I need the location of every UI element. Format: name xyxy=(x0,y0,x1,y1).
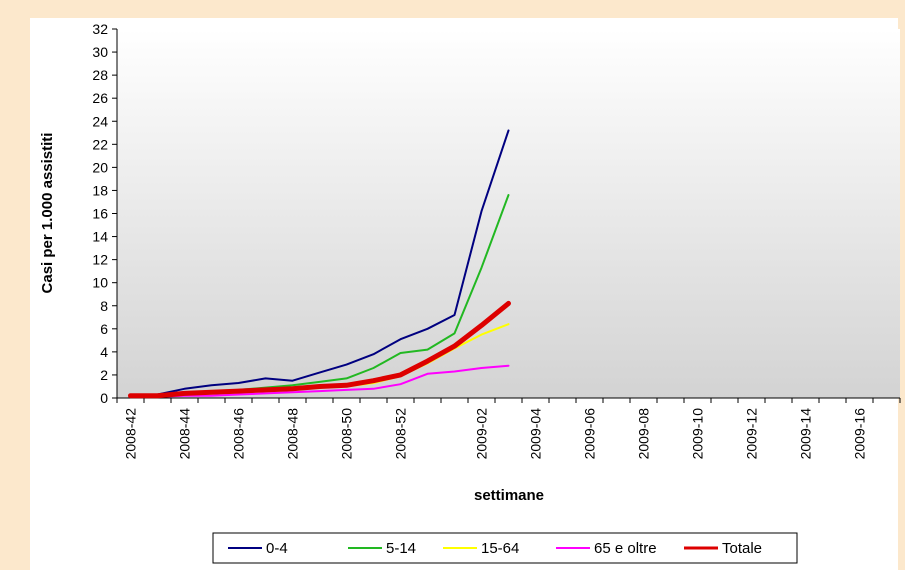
y-tick-label: 16 xyxy=(92,206,108,222)
x-tick-label: 2009-10 xyxy=(690,408,706,460)
x-tick-label: 2008-46 xyxy=(231,408,247,460)
y-tick-label: 8 xyxy=(100,298,108,314)
x-tick-label: 2008-52 xyxy=(393,408,409,460)
legend: 0-4 5-14 15-64 65 e oltre Totale xyxy=(212,532,798,564)
x-tick-label: 2008-42 xyxy=(123,408,139,460)
x-tick-label: 2008-44 xyxy=(177,408,193,460)
legend-label-1: 5-14 xyxy=(386,540,416,557)
y-tick-label: 22 xyxy=(92,136,108,152)
legend-label-2: 15-64 xyxy=(481,540,519,557)
x-tick-label: 2009-04 xyxy=(528,408,544,460)
y-tick-label: 32 xyxy=(92,21,108,37)
x-tick-label: 2009-02 xyxy=(474,408,490,460)
legend-label-3: 65 e oltre xyxy=(594,540,657,557)
x-tick-label: 2009-14 xyxy=(798,408,814,460)
y-tick-label: 4 xyxy=(100,344,108,360)
plot-area xyxy=(117,29,900,398)
y-tick-label: 6 xyxy=(100,321,108,337)
series-line-0 xyxy=(129,129,510,396)
y-axis-title: Casi per 1.000 assistiti xyxy=(39,133,56,294)
legend-label-0: 0-4 xyxy=(266,540,288,557)
x-tick-label: 2009-08 xyxy=(636,408,652,460)
legend-label-4: Totale xyxy=(722,540,762,557)
x-tick-label: 2009-12 xyxy=(744,408,760,460)
y-tick-label: 30 xyxy=(92,44,108,60)
y-tick-label: 14 xyxy=(92,229,108,245)
y-tick-label: 24 xyxy=(92,113,108,129)
y-tick-label: 10 xyxy=(92,275,108,291)
x-tick-label: 2008-50 xyxy=(339,408,355,460)
x-axis-title: settimane xyxy=(474,487,544,504)
y-tick-label: 20 xyxy=(92,159,108,175)
series-lines xyxy=(128,129,511,399)
x-tick-label: 2008-48 xyxy=(285,408,301,460)
series-line-4 xyxy=(128,300,511,399)
y-tick-label: 2 xyxy=(100,367,108,383)
x-tick-label: 2009-16 xyxy=(852,408,868,460)
y-tick-label: 26 xyxy=(92,90,108,106)
series-line-3 xyxy=(129,364,510,398)
y-tick-label: 12 xyxy=(92,252,108,268)
y-tick-label: 0 xyxy=(100,390,108,406)
x-tick-label: 2009-06 xyxy=(582,408,598,460)
y-tick-label: 18 xyxy=(92,182,108,198)
y-tick-label: 28 xyxy=(92,67,108,83)
